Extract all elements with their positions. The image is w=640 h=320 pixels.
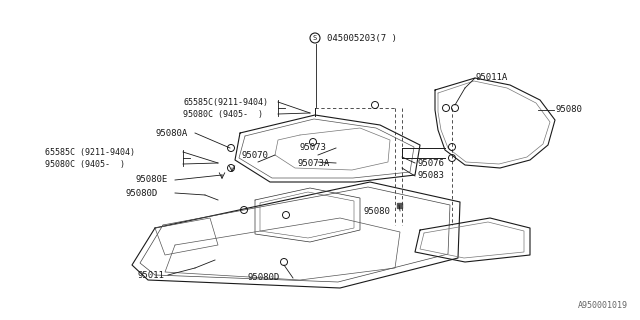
- Text: 95011A: 95011A: [476, 74, 508, 83]
- Text: 95083: 95083: [418, 172, 445, 180]
- Text: 95080C (9405-  ): 95080C (9405- ): [45, 159, 125, 169]
- Text: 95080C (9405-  ): 95080C (9405- ): [183, 109, 263, 118]
- Text: 65585C (9211-9404): 65585C (9211-9404): [45, 148, 135, 156]
- Bar: [397, 203, 401, 207]
- Text: 95080D: 95080D: [125, 188, 157, 197]
- Text: 95011: 95011: [138, 270, 165, 279]
- Text: 95080D: 95080D: [248, 274, 280, 283]
- Text: 95080E: 95080E: [136, 175, 168, 185]
- Text: 95076: 95076: [418, 158, 445, 167]
- Text: 95070: 95070: [241, 150, 268, 159]
- Text: 95073A: 95073A: [297, 158, 329, 167]
- Text: A950001019: A950001019: [578, 301, 628, 310]
- Text: 95080: 95080: [363, 206, 390, 215]
- Text: 045005203(7 ): 045005203(7 ): [327, 34, 397, 43]
- Text: S: S: [313, 35, 317, 41]
- Text: 95073: 95073: [300, 143, 327, 153]
- Text: 95080: 95080: [556, 106, 583, 115]
- Text: 65585C(9211-9404): 65585C(9211-9404): [183, 98, 268, 107]
- Text: 95080A: 95080A: [155, 129, 188, 138]
